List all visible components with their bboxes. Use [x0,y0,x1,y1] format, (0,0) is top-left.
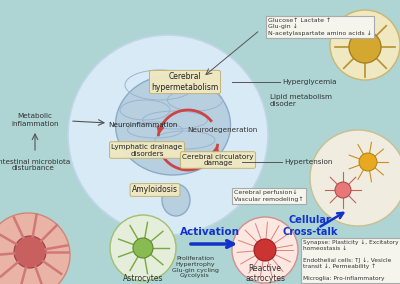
Text: Metabolic
inflammation: Metabolic inflammation [11,114,59,126]
Text: Hyperglycemia: Hyperglycemia [282,79,336,85]
Text: Amyloidosis: Amyloidosis [132,185,178,195]
Text: Lipid metabolism
disoder: Lipid metabolism disoder [270,93,332,106]
Circle shape [232,217,298,283]
Text: Proliferation
Hypertrophy
Glu-gin cycling
Gycolysis: Proliferation Hypertrophy Glu-gin cyclin… [172,256,218,278]
Text: Glucose↑ Lactate ↑
Glu-gin ↓
N-acetylaspartate amino acids ↓: Glucose↑ Lactate ↑ Glu-gin ↓ N-acetylasp… [268,18,372,36]
Text: Intestinal microbiota
disturbance: Intestinal microbiota disturbance [0,158,70,172]
Ellipse shape [116,75,230,175]
Text: Activation: Activation [180,227,240,237]
Circle shape [133,238,153,258]
Text: Cerebral
hypermetabolism: Cerebral hypermetabolism [151,72,219,92]
Circle shape [335,182,351,198]
Text: Cerebral circulatory
damage: Cerebral circulatory damage [182,153,254,166]
Text: Lymphatic drainage
disorders: Lymphatic drainage disorders [111,143,183,156]
Text: Astrocytes: Astrocytes [123,274,163,283]
Circle shape [254,239,276,261]
Text: Reactive
astrocytes: Reactive astrocytes [245,264,285,283]
Circle shape [110,215,176,281]
Circle shape [0,213,70,284]
Circle shape [68,35,268,235]
Text: Synapse: Plasticity ↓, Excitatory
homeostasis ↓

Endothelial cells: TJ ↓, Vesicl: Synapse: Plasticity ↓, Excitatory homeos… [303,240,399,281]
Circle shape [14,236,46,268]
Circle shape [359,153,377,171]
Text: Cerebral perfusion↓
Vascular remodeling↑: Cerebral perfusion↓ Vascular remodeling↑ [234,190,304,202]
Ellipse shape [162,184,190,216]
Text: Cellular
Cross-talk: Cellular Cross-talk [282,215,338,237]
Text: Neurodegeneration: Neurodegeneration [187,127,257,133]
Text: Hypertension: Hypertension [284,159,332,165]
Circle shape [330,10,400,80]
Circle shape [349,31,381,63]
Ellipse shape [93,55,263,205]
Circle shape [310,130,400,226]
Text: Neuroinflammation: Neuroinflammation [108,122,178,128]
